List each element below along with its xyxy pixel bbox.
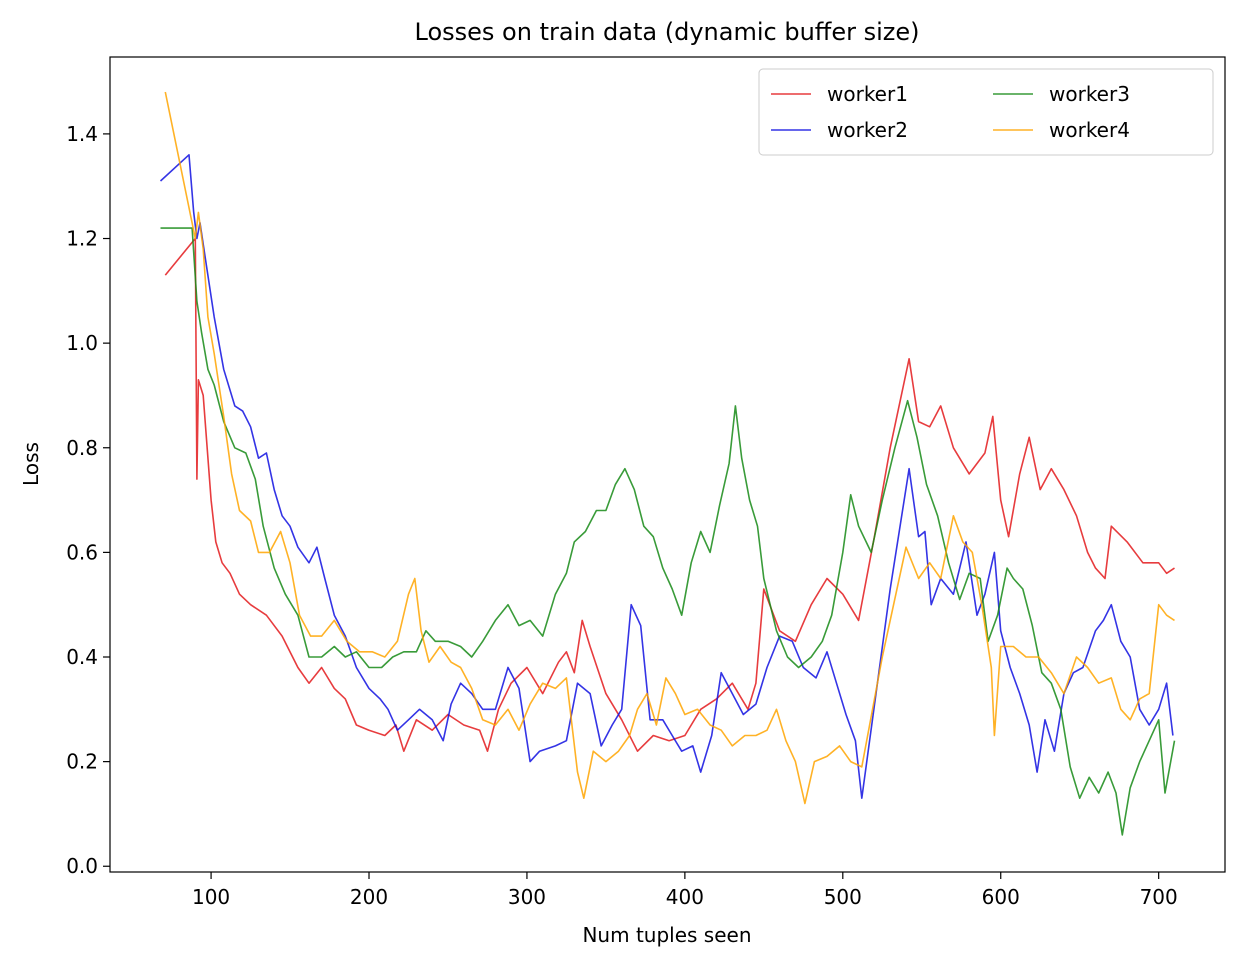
y-tick-label: 0.2 xyxy=(66,750,98,774)
y-tick-label: 0.0 xyxy=(66,854,98,878)
legend-box xyxy=(758,68,1214,156)
line-series xyxy=(164,237,1175,752)
y-tick-label: 1.0 xyxy=(66,331,98,355)
legend-label: worker2 xyxy=(827,118,908,142)
x-axis-label: Num tuples seen xyxy=(582,923,751,947)
plot-frame xyxy=(109,56,1226,873)
y-tick-label: 0.8 xyxy=(66,436,98,460)
x-tick-label: 700 xyxy=(1140,885,1178,909)
y-tick-label: 0.6 xyxy=(66,540,98,564)
line-series xyxy=(160,227,1176,836)
x-tick-label: 100 xyxy=(192,885,230,909)
y-tick-label: 1.4 xyxy=(66,122,98,146)
legend-label: worker1 xyxy=(827,82,908,106)
x-tick-label: 200 xyxy=(350,885,388,909)
y-tick-label: 0.4 xyxy=(66,645,98,669)
line-series xyxy=(164,91,1175,805)
legend-label: worker3 xyxy=(1049,82,1130,106)
x-tick-label: 400 xyxy=(666,885,704,909)
line-series xyxy=(159,154,1174,799)
x-tick-label: 500 xyxy=(824,885,862,909)
chart-title: Losses on train data (dynamic buffer siz… xyxy=(415,18,920,46)
x-tick-label: 600 xyxy=(982,885,1020,909)
y-tick-label: 1.2 xyxy=(66,227,98,251)
x-tick-label: 300 xyxy=(508,885,546,909)
legend-label: worker4 xyxy=(1049,118,1130,142)
y-axis-label: Loss xyxy=(19,442,43,486)
